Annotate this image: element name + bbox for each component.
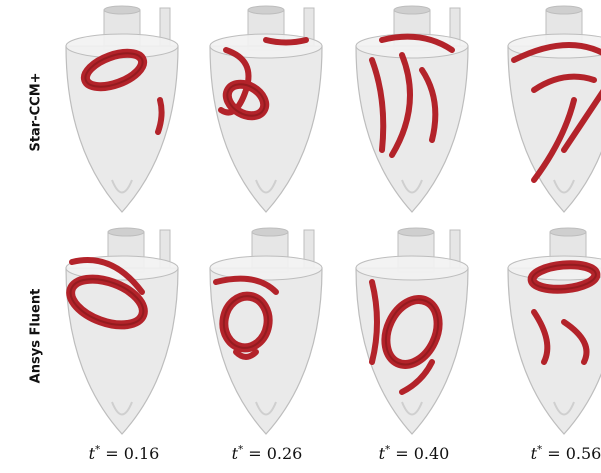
vortex-structure <box>263 37 309 46</box>
vessel-body <box>355 45 469 213</box>
vessel-body <box>507 45 601 213</box>
vortex-structure <box>155 97 165 135</box>
vortex-structure <box>389 52 413 158</box>
vortex-structure <box>511 42 601 63</box>
row-label-ansys-fluent: Ansys Fluent <box>28 288 44 384</box>
vortex-structure <box>218 47 252 116</box>
vessel-render <box>355 5 469 213</box>
panel-star-ccm-t026 <box>196 0 336 220</box>
vortex-structure <box>399 359 435 395</box>
time-label-0: t* = 0.16 <box>88 444 160 463</box>
time-label-3: t* = 0.56 <box>530 444 601 463</box>
vessel-render <box>209 5 323 213</box>
row-label-star-ccm: Star-CCM+ <box>28 72 44 152</box>
time-label-2: t* = 0.40 <box>378 444 450 463</box>
vessel-render <box>65 5 179 213</box>
vessel-body <box>209 45 323 213</box>
panel-star-ccm-t016 <box>52 0 192 220</box>
vortex-structure <box>561 319 590 365</box>
vortex-structure <box>419 67 439 143</box>
vortex-structure <box>531 309 551 365</box>
vortex-structure <box>369 57 387 153</box>
vessel-render <box>355 227 469 435</box>
vessel-body <box>65 267 179 435</box>
vortex-structure <box>531 73 597 93</box>
vessel-body <box>355 267 469 435</box>
panel-ansys-fluent-t016 <box>52 222 192 442</box>
vortex-structure <box>213 275 279 295</box>
vessel-render <box>507 227 601 435</box>
vortex-structure <box>561 89 601 153</box>
vortex-structure <box>69 257 145 295</box>
panel-ansys-fluent-t040 <box>342 222 482 442</box>
panel-ansys-fluent-t056 <box>494 222 601 442</box>
vessel-render <box>507 5 601 213</box>
panel-star-ccm-t040 <box>342 0 482 220</box>
vessel-body <box>507 267 601 435</box>
time-label-1: t* = 0.26 <box>231 444 303 463</box>
panel-star-ccm-t056 <box>494 0 601 220</box>
vessel-render <box>65 227 179 435</box>
vortex-structure <box>379 33 455 53</box>
panel-ansys-fluent-t026 <box>196 222 336 442</box>
vessel-render <box>209 227 323 435</box>
vortex-structure <box>233 349 259 360</box>
vortex-structure <box>531 97 577 183</box>
vortex-structure <box>369 279 380 365</box>
vessel-body <box>209 267 323 435</box>
